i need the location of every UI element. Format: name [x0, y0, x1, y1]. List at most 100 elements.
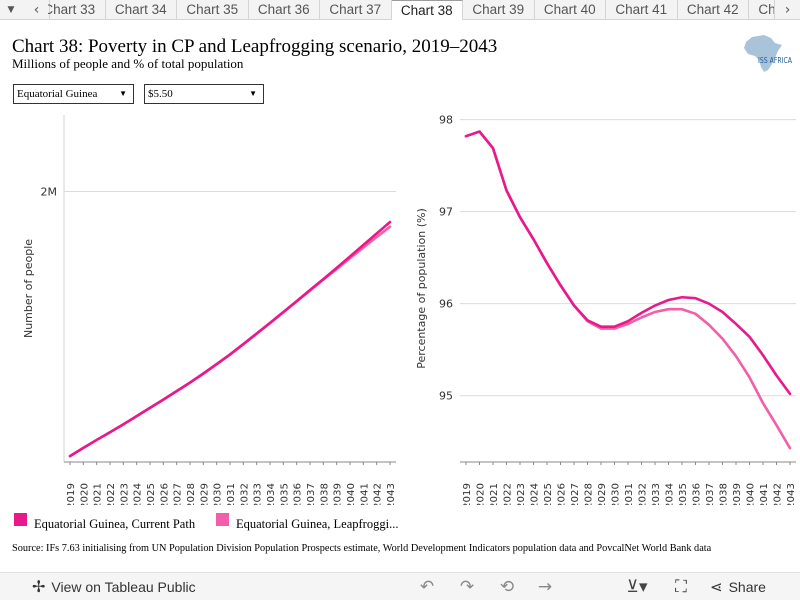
iss-africa-logo: ISS AFRICA [744, 35, 792, 72]
view-on-tableau-label: View on Tableau Public [51, 579, 196, 595]
x-tick-label: 2022 [106, 483, 117, 505]
x-tick-label: 2037 [705, 483, 716, 505]
forward-icon[interactable]: → [537, 577, 553, 597]
download-icon[interactable]: ⊻▾ [626, 577, 648, 597]
legend-item-leapfrogging[interactable]: Equatorial Guinea, Leapfroggi... [216, 513, 416, 533]
chart-title: Chart 38: Poverty in CP and Leapfrogging… [12, 36, 498, 57]
series-line-current-path [68, 220, 392, 458]
x-tick-label: 2038 [319, 483, 330, 505]
series-line-leapfrogging [68, 225, 392, 458]
tableau-toolbar: ✢ View on Tableau Public ↶ ↷ ⟲ → ⊻▾ ⛶ ⋖ Sh… [0, 572, 800, 600]
tab-list-dropdown-icon[interactable]: ▼ [7, 5, 15, 15]
x-tick-label: 2030 [611, 483, 622, 505]
x-tick-label: 2043 [386, 483, 397, 505]
tabs-viewport: Chart 33 Chart 34 Chart 35 Chart 36 Chart 37… [48, 0, 774, 20]
source-note: Source: IFs 7.63 initialising from UN Po… [12, 543, 712, 554]
view-on-tableau-button[interactable]: ✢ View on Tableau Public [32, 573, 196, 600]
africa-shape-icon [744, 35, 782, 72]
x-tick-label: 2020 [476, 483, 487, 505]
x-tick-label: 2023 [119, 483, 130, 505]
country-select[interactable]: Equatorial Guinea ▼ [13, 84, 134, 104]
poverty-line-select[interactable]: $5.50 ▼ [144, 84, 264, 104]
country-select-value: Equatorial Guinea [17, 88, 98, 100]
logo-text: ISS AFRICA [758, 56, 792, 65]
y-tick-label: 97 [439, 206, 453, 219]
tabs: Chart 33 Chart 34 Chart 35 Chart 36 Chart 37… [48, 0, 774, 20]
x-tick-label: 2022 [503, 483, 514, 505]
x-tick-label: 2034 [266, 483, 277, 505]
y-axis-title: Percentage of population (%) [415, 208, 428, 369]
tableau-logo-icon: ✢ [32, 579, 46, 596]
share-button[interactable]: ⋖ Share [710, 573, 766, 600]
x-tick-label: 2028 [186, 483, 197, 505]
x-tick-label: 2032 [638, 483, 649, 505]
x-tick-label: 2035 [279, 483, 290, 505]
percentage-of-population-chart: 95 96 97 98 2019 2020 2021 2022 2023 2024 2025 2026… [415, 114, 797, 505]
chart-subtitle: Millions of people and % of total popula… [12, 56, 244, 71]
y-tick-label: 2M [41, 185, 58, 198]
tab-bar: ▼ ‹ Chart 33 Chart 34 Chart 35 Chart 36 Char… [0, 0, 800, 20]
tab-chart-38[interactable]: Chart 38 [391, 0, 463, 20]
undo-icon[interactable]: ↶ [419, 577, 435, 597]
x-tick-label: 2033 [253, 483, 264, 505]
x-tick-label: 2041 [359, 483, 370, 505]
x-tick-label: 2043 [786, 483, 797, 505]
legend-swatch-leapfrogging [216, 513, 229, 526]
x-tick-label: 2027 [570, 483, 581, 505]
country-select-arrow-icon: ▼ [119, 89, 127, 98]
y-tick-label: 96 [439, 298, 453, 311]
x-tick-label: 2024 [530, 483, 541, 505]
tab-chart-35[interactable]: Chart 35 [177, 0, 249, 20]
tab-scroll-right-icon[interactable]: › [774, 0, 800, 20]
tab-chart-43[interactable]: Chart 43 [749, 0, 774, 20]
y-tick-label: 95 [439, 390, 453, 403]
y-axis-title: Number of people [22, 239, 35, 338]
series-line-current-path [464, 130, 792, 396]
x-tick-label: 2042 [773, 483, 784, 505]
tab-chart-37[interactable]: Chart 37 [320, 0, 392, 20]
x-tick-label: 2038 [719, 483, 730, 505]
x-tick-label: 2021 [489, 483, 500, 505]
x-tick-label: 2029 [199, 483, 210, 505]
redo-icon[interactable]: ↷ [459, 577, 475, 597]
x-tick-label: 2023 [516, 483, 527, 505]
revert-icon[interactable]: ⟲ [499, 577, 515, 597]
x-tick-label: 2027 [173, 483, 184, 505]
tab-chart-39[interactable]: Chart 39 [463, 0, 535, 20]
x-tick-label: 2036 [293, 483, 304, 505]
tab-chart-36[interactable]: Chart 36 [249, 0, 320, 20]
tab-chart-33[interactable]: Chart 33 [48, 0, 106, 20]
x-tick-label: 2039 [732, 483, 743, 505]
x-tick-label: 2033 [651, 483, 662, 505]
x-tick-label: 2042 [373, 483, 384, 505]
tab-chart-40[interactable]: Chart 40 [535, 0, 606, 20]
poverty-line-select-value: $5.50 [148, 88, 173, 100]
y-tick-label: 98 [439, 114, 453, 127]
x-tick-label: 2032 [239, 483, 250, 505]
x-tick-label: 2040 [746, 483, 757, 505]
x-tick-label: 2024 [133, 483, 144, 505]
series-line-leapfrogging [464, 130, 792, 450]
x-tick-label: 2029 [597, 483, 608, 505]
legend-item-current-path[interactable]: Equatorial Guinea, Current Path [14, 513, 214, 533]
x-tick-label: 2020 [79, 483, 90, 505]
legend-swatch-current-path [14, 513, 27, 526]
tab-chart-41[interactable]: Chart 41 [606, 0, 678, 20]
x-tick-label: 2039 [333, 483, 344, 505]
tab-chart-42[interactable]: Chart 42 [678, 0, 749, 20]
x-tick-label: 2030 [213, 483, 224, 505]
share-label: Share [728, 579, 766, 595]
share-icon: ⋖ [710, 579, 723, 596]
x-tick-label: 2031 [624, 483, 635, 505]
x-tick-label: 2028 [584, 483, 595, 505]
x-tick-label: 2021 [93, 483, 104, 505]
poverty-line-select-arrow-icon: ▼ [249, 89, 257, 98]
x-tick-label: 2036 [692, 483, 703, 505]
fullscreen-icon[interactable]: ⛶ [675, 577, 687, 597]
x-tick-label: 2035 [678, 483, 689, 505]
tab-scroll-left-icon[interactable]: ‹ [24, 0, 50, 20]
tab-chart-34[interactable]: Chart 34 [106, 0, 177, 20]
x-tick-label: 2019 [66, 483, 77, 505]
x-tick-label: 2025 [146, 483, 157, 505]
